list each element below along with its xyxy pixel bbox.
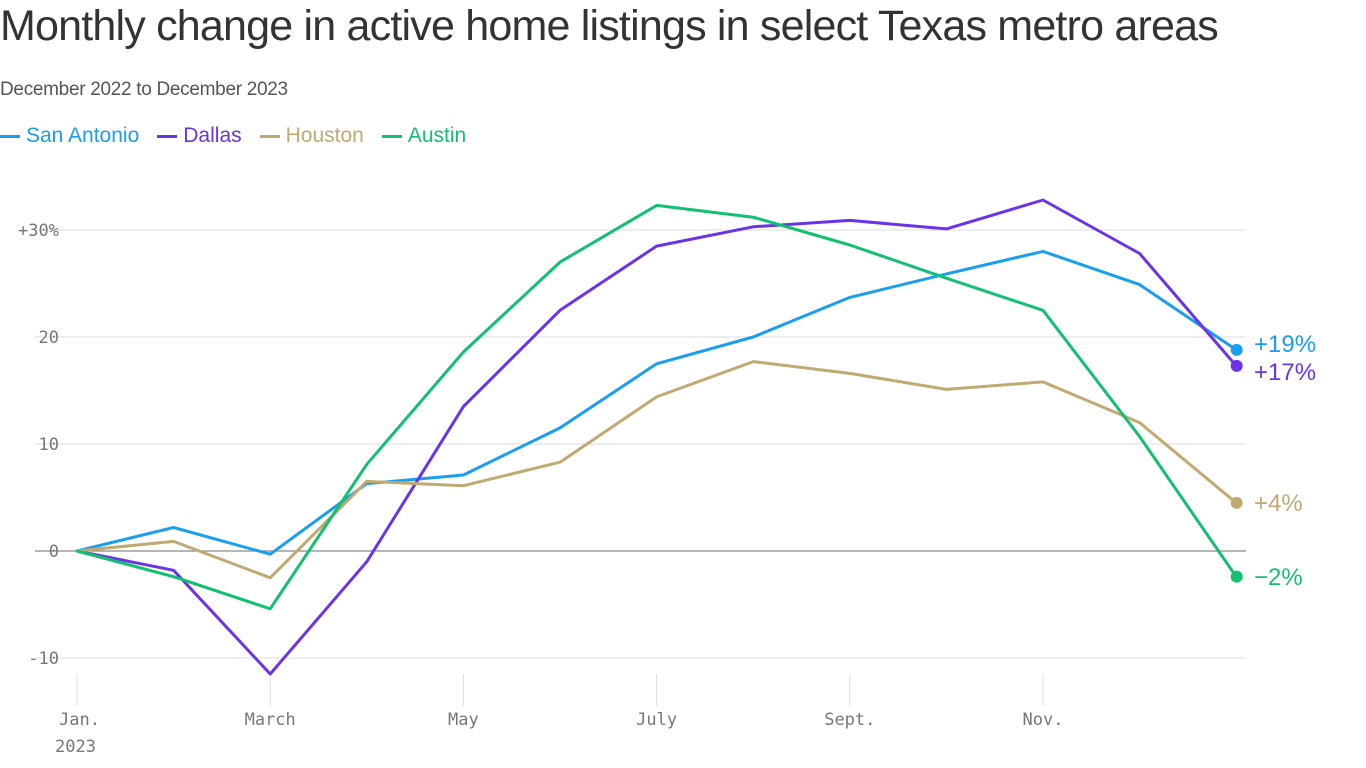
end-point-dallas bbox=[1230, 359, 1243, 372]
y-tick-label: +30% bbox=[18, 221, 59, 241]
end-label-austin: −2% bbox=[1254, 564, 1303, 591]
end-point-austin bbox=[1230, 570, 1243, 583]
end-label-san-antonio: +19% bbox=[1254, 331, 1316, 358]
legend-item-dallas: Dallas bbox=[157, 124, 242, 148]
legend-label: Austin bbox=[407, 124, 467, 147]
x-tick-label: Sept. bbox=[824, 710, 875, 730]
x-tick-sublabel: 2023 bbox=[55, 737, 96, 757]
legend-item-austin: Austin bbox=[381, 124, 467, 148]
y-tick-label: 20 bbox=[39, 328, 59, 348]
end-label-houston: +4% bbox=[1254, 490, 1303, 517]
legend: San Antonio Dallas Houston Austin bbox=[0, 124, 484, 148]
chart-subtitle: December 2022 to December 2023 bbox=[0, 79, 288, 100]
x-tick-label: Jan. bbox=[59, 710, 100, 730]
legend-swatch bbox=[381, 134, 402, 138]
legend-item-san-antonio: San Antonio bbox=[0, 124, 139, 148]
end-point-houston bbox=[1230, 496, 1243, 509]
y-tick-label: -10 bbox=[28, 649, 59, 669]
chart-title: Monthly change in active home listings i… bbox=[0, 2, 1219, 50]
x-tick-label: March bbox=[245, 710, 296, 730]
series-line-dallas bbox=[75, 198, 1238, 676]
x-tick-label: May bbox=[448, 710, 479, 730]
x-tick-label: July bbox=[636, 710, 677, 730]
legend-item-houston: Houston bbox=[259, 124, 364, 148]
series-line-austin bbox=[75, 203, 1238, 611]
y-tick-label: 10 bbox=[39, 435, 59, 455]
x-tick-label: Nov. bbox=[1023, 710, 1064, 730]
end-point-san-antonio bbox=[1230, 343, 1243, 356]
legend-label: San Antonio bbox=[26, 124, 140, 147]
series-line-houston bbox=[75, 360, 1238, 580]
series-line-san-antonio bbox=[75, 249, 1238, 556]
legend-swatch bbox=[259, 134, 280, 138]
end-label-dallas: +17% bbox=[1254, 359, 1316, 386]
legend-swatch bbox=[157, 134, 178, 138]
legend-label: Dallas bbox=[183, 124, 242, 147]
legend-label: Houston bbox=[285, 124, 364, 147]
legend-swatch bbox=[0, 134, 20, 138]
y-tick-label: 0 bbox=[49, 542, 59, 562]
